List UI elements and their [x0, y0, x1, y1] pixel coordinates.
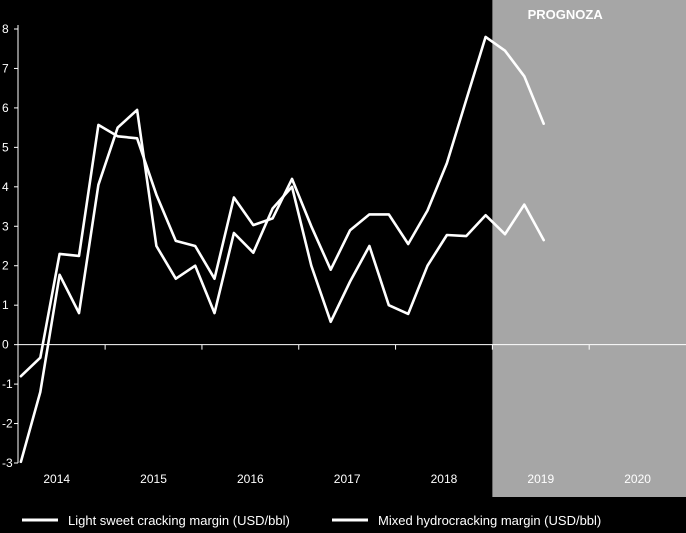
- legend: Light sweet cracking margin (USD/bbl) Mix…: [22, 513, 601, 528]
- y-tick-label: 7: [2, 61, 9, 75]
- x-tick-label: 2018: [431, 472, 458, 486]
- y-tick-label: 4: [2, 180, 9, 194]
- y-tick-label: 8: [2, 22, 9, 36]
- y-tick-label: 1: [2, 298, 9, 312]
- forecast-layer: PROGNOZA: [492, 0, 686, 497]
- y-tick-label: 6: [2, 101, 9, 115]
- legend-label-2: Mixed hydrocracking margin (USD/bbl): [378, 513, 601, 528]
- axis-layer: 8 7 6 5 4 3 2 1 0 -1 -2 -3 2014 2015 2016 2017 2018 2019 2…: [2, 22, 686, 486]
- forecast-region: [492, 0, 686, 497]
- x-tick-label: 2017: [334, 472, 361, 486]
- y-tick-label: -2: [2, 417, 13, 431]
- series-line-2: [19, 108, 545, 464]
- x-tick-label: 2020: [624, 472, 651, 486]
- x-tick-label: 2015: [140, 472, 167, 486]
- x-tick-label: 2016: [237, 472, 264, 486]
- y-tick-label: 3: [2, 219, 9, 233]
- y-tick-label: 2: [2, 259, 9, 273]
- forecast-label: PROGNOZA: [528, 7, 604, 22]
- x-tick-label: 2019: [527, 472, 554, 486]
- y-tick-label: 5: [2, 140, 9, 154]
- y-tick-label: 0: [2, 338, 9, 352]
- y-tick-label: -3: [2, 456, 13, 470]
- series-layer: [19, 35, 545, 464]
- x-tick-label: 2014: [43, 472, 70, 486]
- y-tick-label: -1: [2, 377, 13, 391]
- legend-label-1: Light sweet cracking margin (USD/bbl): [68, 513, 290, 528]
